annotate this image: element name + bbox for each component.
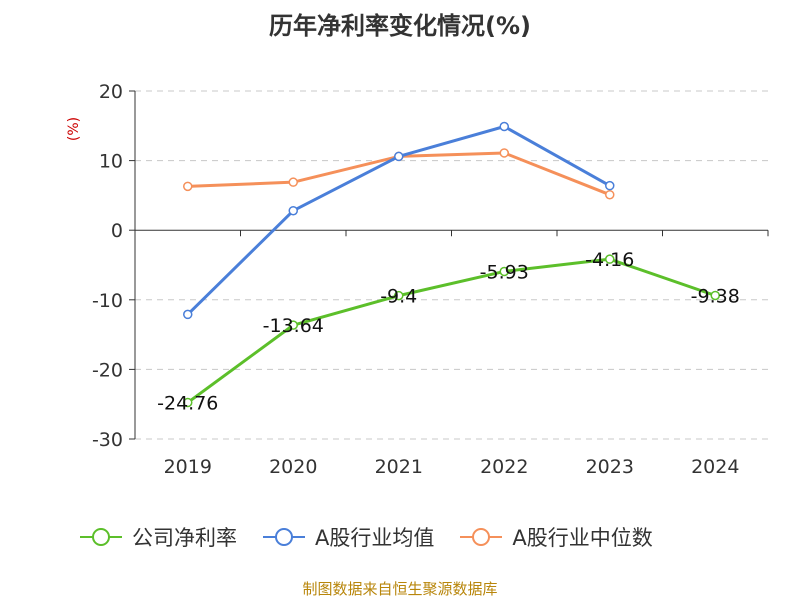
legend-marker-icon [460,528,503,546]
legend-item-company[interactable]: 公司净利率 [78,522,237,552]
legend-item-industry-median[interactable]: A股行业中位数 [458,522,653,552]
legend-label: 公司净利率 [132,526,237,550]
y-tick-label: -10 [92,290,123,312]
data-point [288,177,298,187]
x-tick-label: 2021 [375,456,423,478]
data-label: -9.4 [380,286,417,308]
data-point [183,309,193,320]
data-labels: -24.76 -13.64 -9.4 -5.93 -4.16 -9.38 [157,249,740,414]
axes: 20 10 0 -10 -20 -30 2019 2020 2021 2022 2023 2024 (%… [66,81,769,478]
x-tick-label: 2022 [480,456,528,478]
x-tick-label: 2023 [586,456,634,478]
gridlines [135,90,768,440]
data-source-note: 制图数据来自恒生聚源数据库 [302,580,498,598]
data-point [499,266,509,277]
data-point [605,189,615,200]
data-label: -13.64 [263,315,324,337]
chart-title: 历年净利率变化情况(%) [269,12,531,40]
legend-item-industry-mean[interactable]: A股行业均值 [261,522,434,552]
y-tick-label: -30 [92,429,123,451]
series-lines [183,121,720,408]
y-tick-label: 0 [111,220,123,242]
data-label: -9.38 [691,285,740,307]
x-tick-label: 2024 [691,456,739,478]
y-tick-label: -20 [92,359,123,381]
data-point [710,290,720,301]
legend-label: A股行业中位数 [512,526,653,550]
data-point [288,205,298,216]
y-unit-label: (%) [66,117,82,141]
x-tick-label: 2019 [164,456,212,478]
legend-marker-icon [80,528,122,546]
data-point [288,320,298,330]
y-tick-label: 10 [99,151,123,173]
data-point [394,151,404,162]
data-label: -24.76 [157,393,218,415]
legend-marker-icon [263,528,305,546]
data-point [499,148,509,158]
data-point [394,290,404,301]
legend-label: A股行业均值 [315,526,435,550]
data-label: -5.93 [480,261,529,283]
data-label: -4.16 [585,249,634,271]
data-point [183,397,193,408]
legend: 公司净利率 A股行业均值 A股行业中位数 [78,522,677,552]
y-tick-label: 20 [99,81,123,103]
data-point [605,254,615,264]
x-tick-label: 2020 [269,456,317,478]
data-point [605,180,615,191]
series-line [186,257,716,404]
data-point [183,181,193,192]
data-point [499,121,509,132]
